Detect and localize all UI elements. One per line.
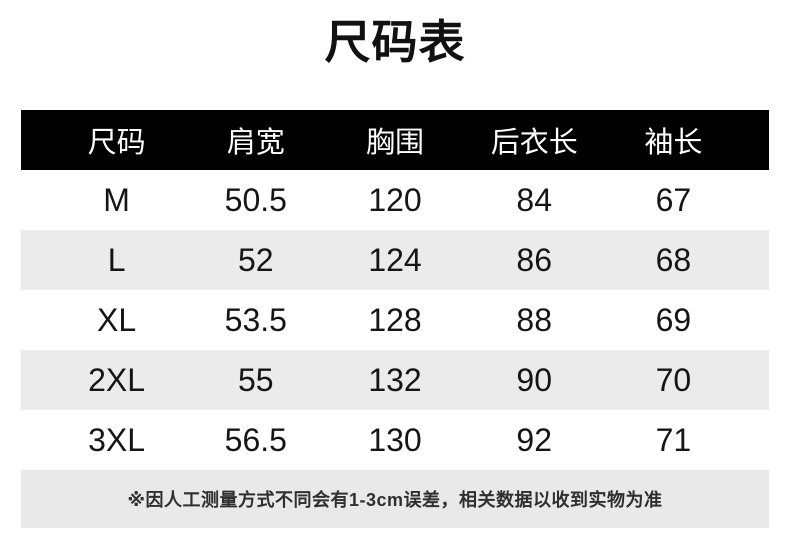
size-table: 尺码 肩宽 胸围 后衣长 袖长 M 50.5 120 84 67 L 52 12…: [21, 110, 769, 470]
table-row-xl: XL 53.5 128 88 69: [21, 290, 769, 350]
sleeve-length-cell: 67: [655, 181, 692, 218]
shoulder-width-cell: 56.5: [224, 421, 287, 458]
column-header-back-length: 后衣长: [490, 127, 578, 159]
table-row-m: M 50.5 120 84 67: [21, 170, 769, 230]
size-cell: XL: [97, 301, 137, 338]
chest-cell: 124: [368, 241, 422, 278]
size-cell: L: [107, 241, 126, 278]
column-header-chest: 胸围: [366, 127, 425, 159]
column-header-sleeve-length: 袖长: [644, 127, 703, 159]
shoulder-width-cell: 53.5: [224, 301, 287, 338]
chest-cell: 120: [368, 181, 422, 218]
table-row-3xl: 3XL 56.5 130 92 71: [21, 410, 769, 470]
table-row-l: L 52 124 86 68: [21, 230, 769, 290]
shoulder-width-cell: 52: [238, 241, 274, 278]
chest-cell: 130: [368, 421, 422, 458]
back-length-cell: 92: [516, 421, 552, 458]
column-header-shoulder-width: 肩宽: [226, 127, 285, 159]
measurement-note: ※因人工测量方式不同会有1-3cm误差，相关数据以收到实物为准: [21, 470, 769, 528]
back-length-cell: 88: [516, 301, 552, 338]
sleeve-length-cell: 71: [655, 421, 692, 458]
size-cell: 3XL: [88, 421, 146, 458]
sleeve-length-cell: 68: [655, 241, 692, 278]
shoulder-width-cell: 55: [238, 361, 274, 398]
sleeve-length-cell: 70: [655, 361, 692, 398]
chest-cell: 128: [368, 301, 422, 338]
shoulder-width-cell: 50.5: [224, 181, 287, 218]
size-cell: 2XL: [88, 361, 146, 398]
table-header-row: 尺码 肩宽 胸围 后衣长 袖长: [21, 110, 769, 170]
table-row-2xl: 2XL 55 132 90 70: [21, 350, 769, 410]
page-title: 尺码表: [324, 16, 466, 68]
back-length-cell: 86: [516, 241, 552, 278]
back-length-cell: 90: [516, 361, 552, 398]
size-cell: M: [103, 181, 130, 218]
chest-cell: 132: [368, 361, 422, 398]
back-length-cell: 84: [516, 181, 552, 218]
column-header-size: 尺码: [87, 127, 146, 159]
sleeve-length-cell: 69: [655, 301, 692, 338]
